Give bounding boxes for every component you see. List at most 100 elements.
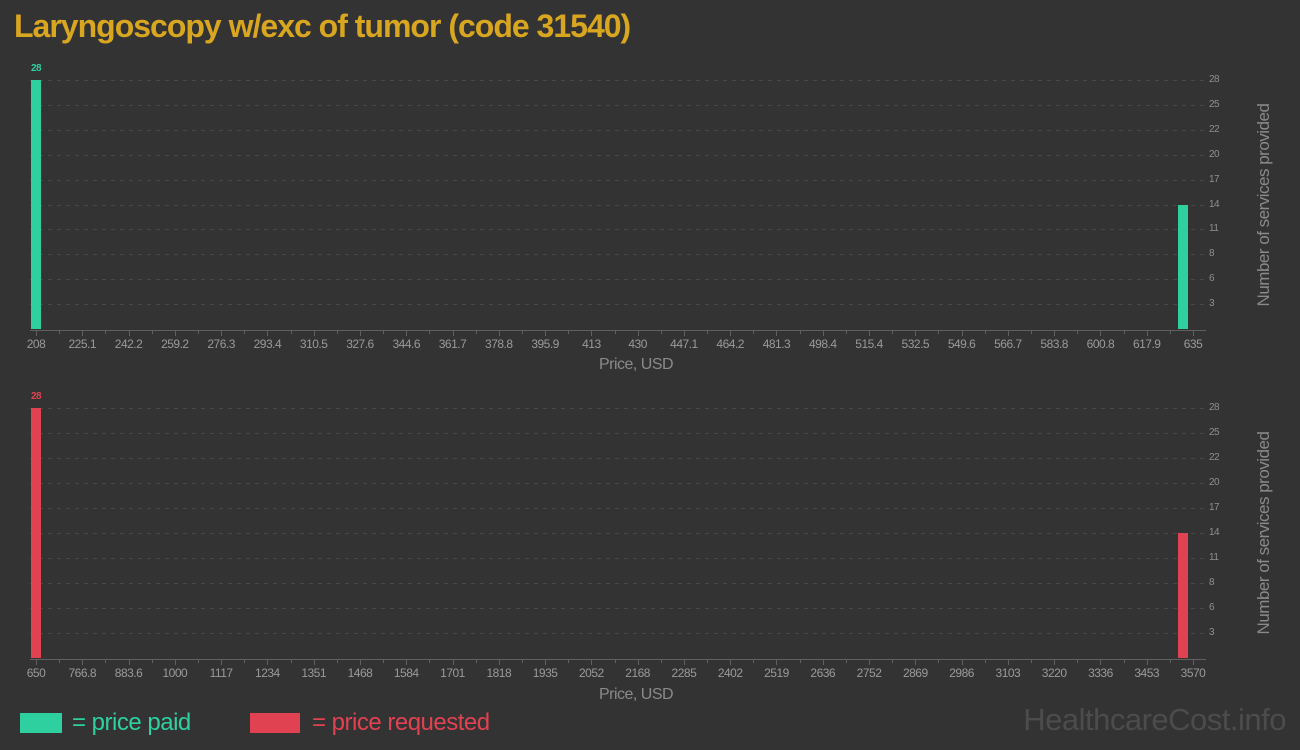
x-tick-label: 1000 [162,666,188,680]
x-axis-tick [221,330,223,336]
bar-value-label: 28 [30,63,42,74]
x-axis-minor-tick [59,330,61,334]
x-axis-minor-tick [1077,330,1079,334]
gridline [30,558,1205,559]
x-tick-label: 1701 [440,666,465,680]
x-tick-label: 549.6 [947,337,976,351]
x-axis-tick [961,659,963,665]
x-axis-tick [545,659,547,665]
x-tick-label: 2168 [625,666,650,680]
y-tick-label: 11 [1209,552,1219,563]
x-tick-label: 566.7 [994,337,1022,351]
x-axis-minor-tick [568,330,570,334]
x-axis-tick [1193,659,1194,665]
gridline [30,608,1205,609]
x-axis-minor-tick [753,330,755,334]
x-tick-label: 276.3 [207,337,235,351]
x-axis-minor-tick [105,330,107,334]
x-axis-tick [1054,330,1056,336]
x-axis-minor-tick [845,659,847,663]
x-axis-tick [1100,659,1102,665]
x-tick-label: 395.9 [531,337,559,351]
x-axis-minor-tick [521,659,523,663]
y-tick-label: 22 [1209,452,1220,463]
x-axis-tick [267,659,269,665]
x-axis-tick [1146,330,1148,336]
legend-label-requested: = price requested [312,709,490,736]
x-axis-minor-tick [614,659,616,663]
x-axis-minor-tick [938,659,940,663]
bar [31,80,41,329]
x-axis-tick [82,330,84,336]
x-axis-minor-tick [799,659,801,663]
x-axis-minor-tick [660,659,662,663]
legend-swatch-requested-icon [250,713,300,733]
x-axis-tick [313,330,315,336]
x-axis-minor-tick [892,659,894,663]
gridline [30,533,1205,534]
x-axis-minor-tick [1169,330,1171,334]
y-tick-label: 17 [1209,502,1220,513]
x-tick-label: 464.2 [716,337,744,351]
x-axis-tick [452,659,454,665]
x-tick-label: 1818 [486,666,512,680]
x-axis-minor-tick [244,659,246,663]
y-tick-label: 3 [1209,298,1215,310]
x-axis-minor-tick [1123,330,1125,334]
gridline [30,80,1205,81]
x-axis-minor-tick [475,659,477,663]
y-tick-label: 25 [1209,98,1220,110]
x-tick-label: 3103 [995,666,1021,680]
x-axis-tick [683,330,685,336]
x-axis-minor-tick [614,330,616,334]
x-tick-label: 1234 [255,666,280,680]
x-axis-tick [82,659,84,665]
x-tick-label: 532.5 [901,337,930,351]
gridline [30,154,1205,156]
x-axis-tick [961,330,963,336]
y-tick-label: 3 [1209,627,1215,638]
gridline [30,483,1205,484]
x-axis-minor-tick [1031,330,1033,334]
x-axis-tick [730,330,732,336]
x-axis-minor-tick [799,330,801,334]
bar [1178,204,1188,329]
x-axis-minor-tick [707,659,709,663]
x-tick-label: 225.1 [68,337,97,351]
x-tick-label: 2052 [579,666,604,680]
x-axis-minor-tick [845,330,847,334]
x-axis-minor-tick [290,330,292,334]
legend-label-paid: = price paid [72,709,191,736]
x-axis-tick [822,330,824,336]
x-tick-label: 2636 [810,666,836,680]
x-axis-minor-tick [707,330,709,334]
x-axis-minor-tick [1031,659,1033,663]
x-axis-minor-tick [429,659,431,663]
x-tick-label: 2752 [856,666,882,680]
x-axis-tick [406,330,408,336]
x-axis-tick [1054,659,1056,665]
y-tick-label: 17 [1209,173,1220,185]
x-axis-tick [869,659,871,665]
y-axis-title: Number of services provided [1254,431,1273,635]
x-tick-label: 766.8 [68,666,97,680]
gridline [30,279,1205,281]
bar [1178,533,1188,658]
x-tick-label: 293.4 [253,337,282,351]
x-axis-title: Price, USD [598,356,674,373]
x-axis-tick [498,659,500,665]
x-tick-label: 2869 [902,666,928,680]
x-tick-label: 378.8 [485,337,513,351]
gridline [30,254,1205,256]
x-tick-label: 2402 [717,666,743,680]
x-tick-label: 447.1 [670,337,698,351]
y-tick-label: 20 [1209,148,1220,160]
x-axis-tick [1100,330,1102,336]
gridline [30,583,1205,584]
x-axis-minor-tick [290,659,292,663]
x-tick-label: 600.8 [1086,337,1115,351]
y-tick-label: 28 [1209,402,1220,413]
legend-swatch-paid-icon [20,713,62,733]
